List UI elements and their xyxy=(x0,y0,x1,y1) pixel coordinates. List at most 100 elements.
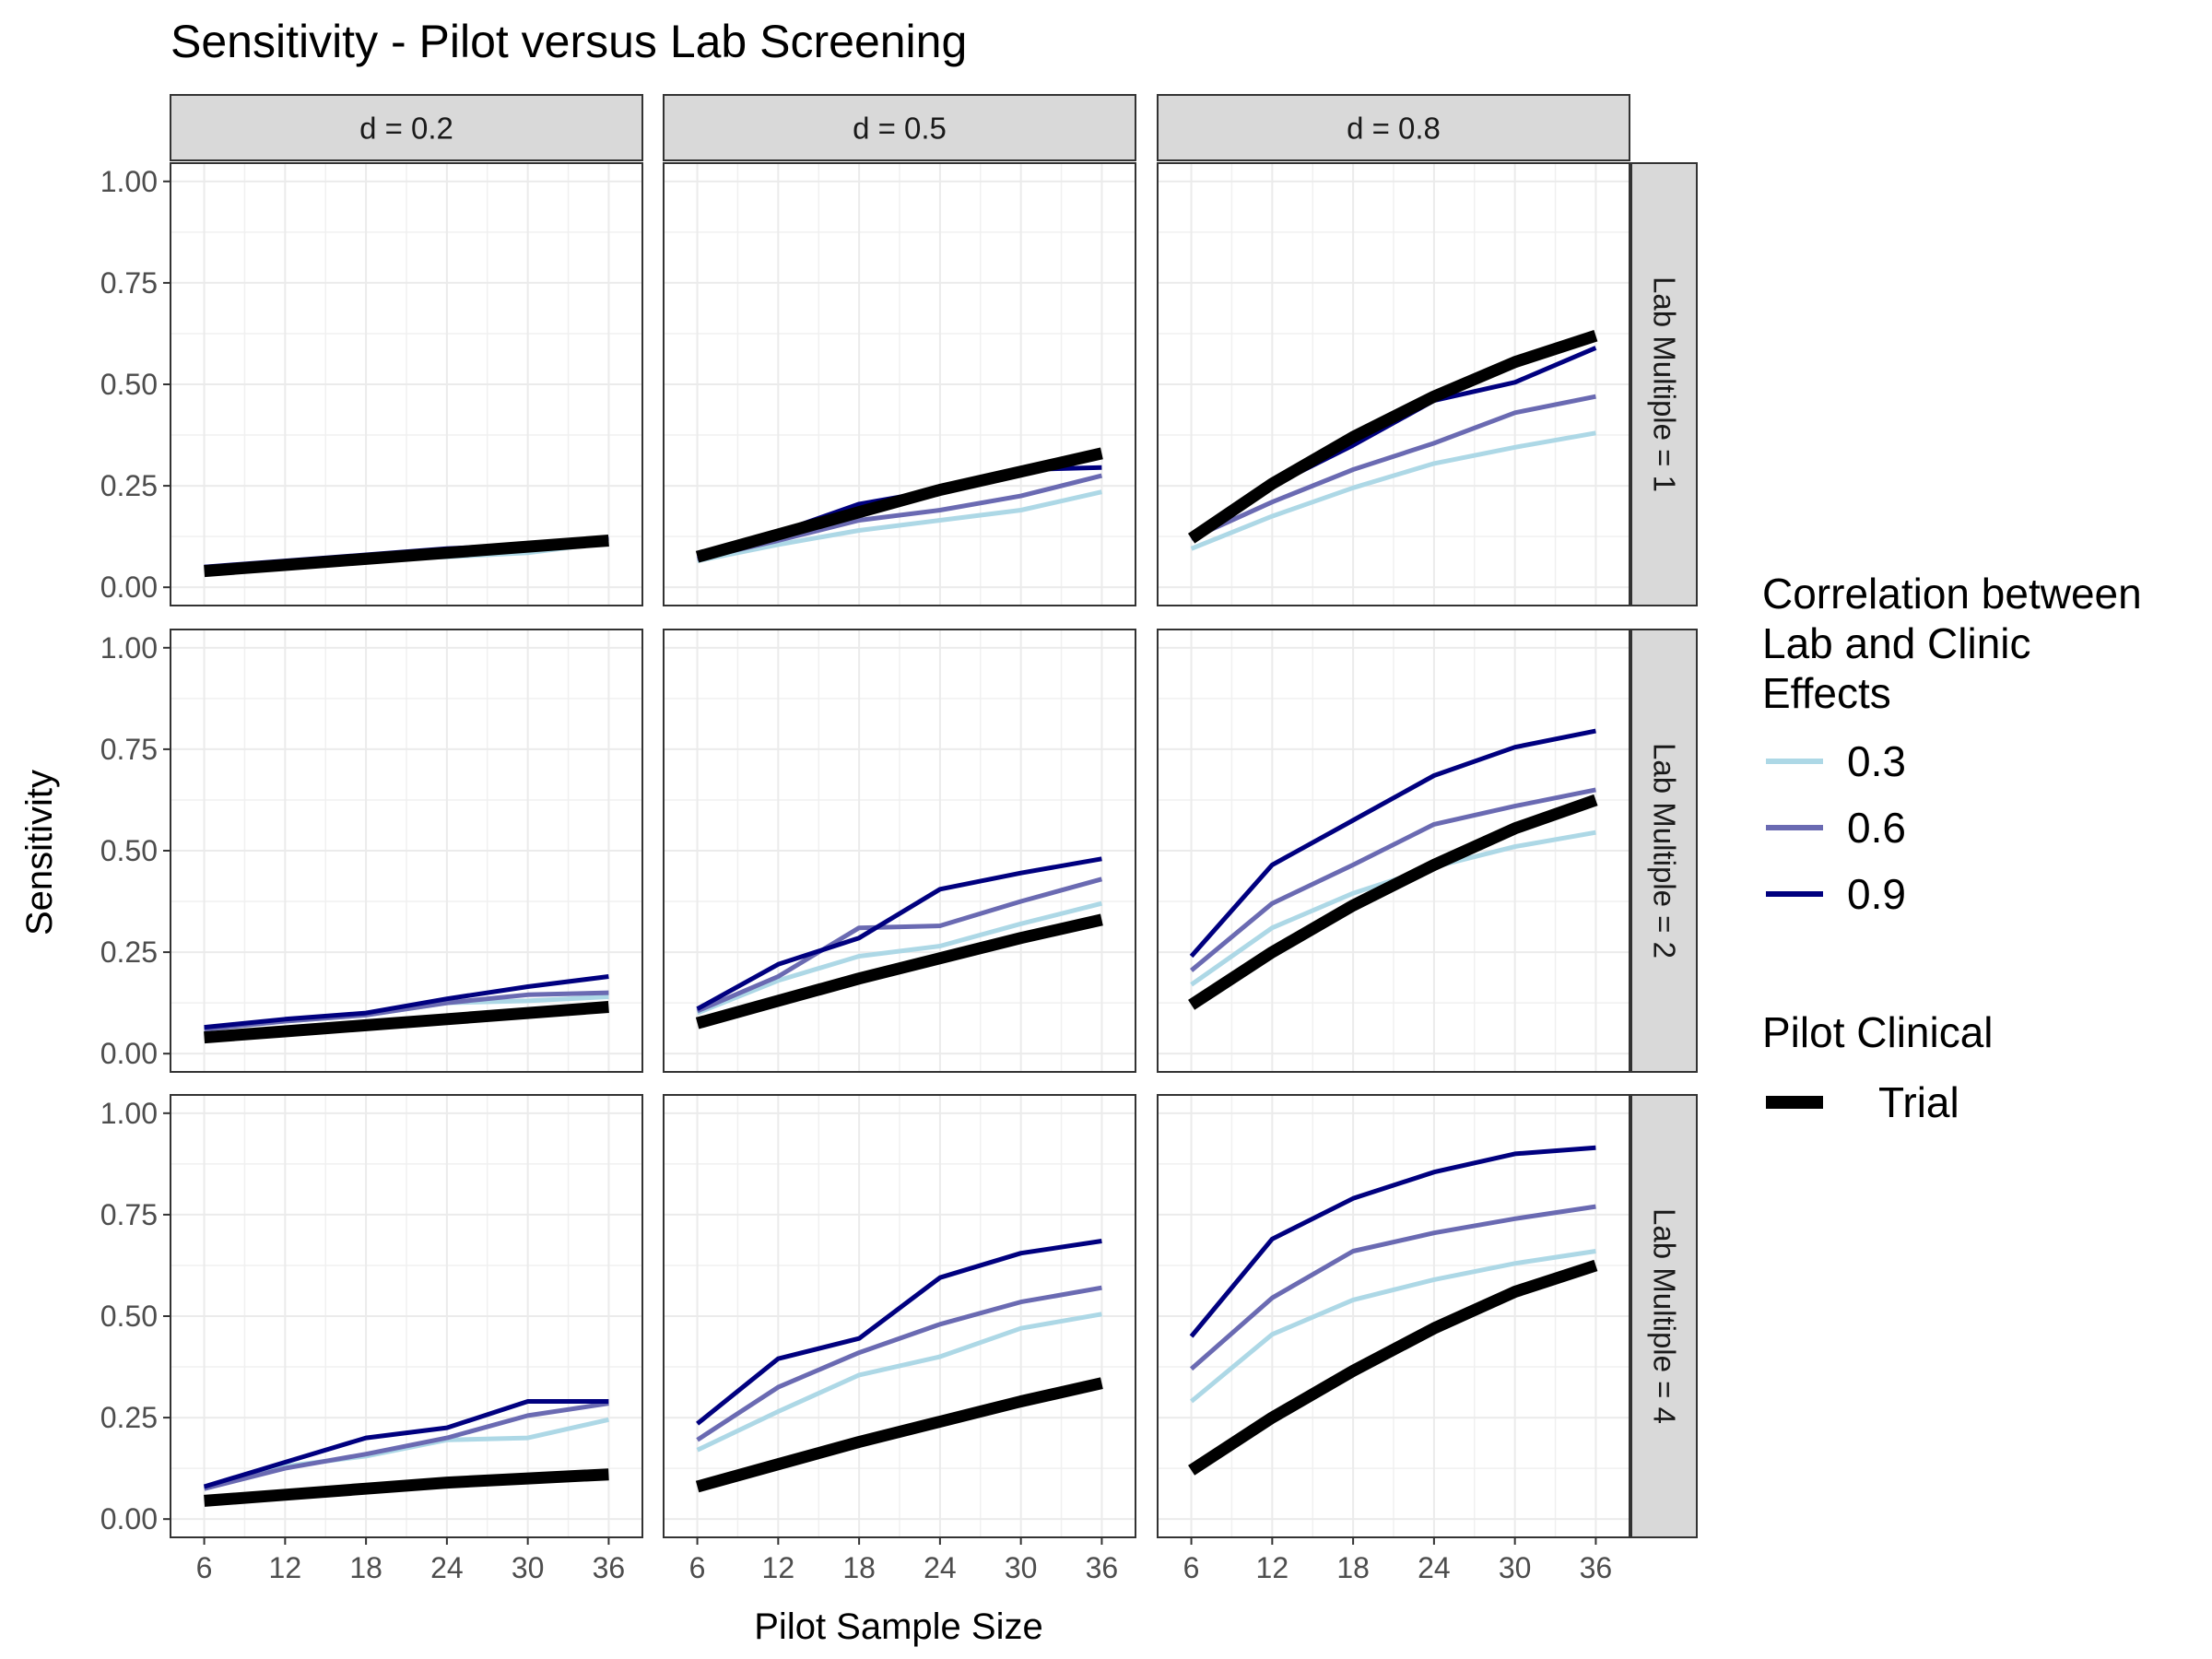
legend-label: Trial xyxy=(1878,1078,1959,1126)
series-line-corr-0-6 xyxy=(696,1285,1102,1442)
facet-strip-row-1: Lab Multiple = 1 xyxy=(1630,162,1698,606)
y-tick-label: 0.50 xyxy=(100,834,158,867)
panel-r2-c1: 0.00 0.25 0.50 0.75 1.00 xyxy=(100,629,643,1073)
panel-border xyxy=(1157,162,1630,606)
series-line-corr-0-9 xyxy=(1189,728,1596,959)
series-line-corr-0-6 xyxy=(1189,1204,1596,1371)
legend-title-line: Lab and Clinic xyxy=(1762,619,2031,667)
facet-strip-label: Lab Multiple = 2 xyxy=(1648,743,1682,959)
series-line-trial xyxy=(204,1001,609,1044)
facet-strip-bg xyxy=(170,94,643,161)
x-tick-label: 18 xyxy=(842,1551,876,1584)
y-tick-label: 0.75 xyxy=(100,266,158,300)
facet-strip-col-2: d = 0.5 xyxy=(663,94,1136,161)
legend-label: 0.3 xyxy=(1847,737,1906,785)
series-line-trial xyxy=(695,913,1103,1030)
x-tick-label: 24 xyxy=(924,1551,957,1584)
y-tick-label: 0.00 xyxy=(100,1037,158,1070)
series-line-trial xyxy=(695,1377,1103,1493)
x-tick-label: 36 xyxy=(1086,1551,1119,1584)
x-tick-label: 36 xyxy=(1580,1551,1613,1584)
chart-title: Sensitivity - Pilot versus Lab Screening xyxy=(171,16,967,67)
y-tick-label: 0.50 xyxy=(100,368,158,401)
panel-r3-c3: 6 12 18 24 30 36 xyxy=(1157,1094,1630,1584)
facet-strip-col-3: d = 0.8 xyxy=(1157,94,1630,161)
x-tick-label: 18 xyxy=(349,1551,382,1584)
x-tick-label: 12 xyxy=(762,1551,795,1584)
facet-strip-bg xyxy=(1630,1094,1698,1538)
x-tick-label: 30 xyxy=(512,1551,545,1584)
y-tick-label: 0.25 xyxy=(100,469,158,502)
facet-strip-bg xyxy=(1630,629,1698,1073)
x-tick-label: 6 xyxy=(196,1551,213,1584)
x-tick-label: 6 xyxy=(1183,1551,1200,1584)
panel-r3-c2: 6 12 18 24 30 36 xyxy=(663,1094,1136,1584)
series-line-corr-0-9 xyxy=(203,1399,609,1489)
y-tick-label: 0.75 xyxy=(100,1198,158,1231)
facet-strip-label: d = 0.5 xyxy=(853,112,947,146)
series-line-corr-0-3 xyxy=(696,900,1103,1016)
series-line-corr-0-6 xyxy=(696,877,1103,1014)
panel-r2-c2 xyxy=(663,629,1136,1073)
facet-grid: d = 0.2 d = 0.5 d = 0.8 Lab Multiple = 1 Lab… xyxy=(100,94,1698,1584)
x-tick-label: 18 xyxy=(1336,1551,1370,1584)
panel-r3-c1: 0.00 0.25 0.50 0.75 1.00 6 12 18 24 30 36 xyxy=(100,1094,643,1584)
x-tick-label: 30 xyxy=(1005,1551,1038,1584)
facet-strip-col-1: d = 0.2 xyxy=(170,94,643,161)
facet-strip-bg xyxy=(1157,94,1630,161)
y-tick-label: 0.50 xyxy=(100,1300,158,1333)
facet-strip-row-3: Lab Multiple = 4 xyxy=(1630,1094,1698,1538)
series-line-trial xyxy=(1187,330,1598,544)
series-line-corr-0-3 xyxy=(697,489,1102,564)
legend-title-pilot: Pilot Clinical xyxy=(1762,1008,1994,1056)
series-line-corr-0-9 xyxy=(696,1239,1102,1426)
facet-strip-bg xyxy=(1630,162,1698,606)
series-line-corr-0-3 xyxy=(1190,430,1596,551)
panel-r1-c1: 0.00 0.25 0.50 0.75 1.00 xyxy=(100,162,643,606)
legend-title-line: Correlation between xyxy=(1762,570,2142,618)
series-line-corr-0-3 xyxy=(696,1312,1102,1453)
legend-label: 0.6 xyxy=(1847,804,1906,852)
panel-border xyxy=(663,1094,1136,1538)
series-line-corr-0-6 xyxy=(203,1401,609,1491)
series-line-corr-0-6 xyxy=(1190,787,1596,972)
x-axis-title: Pilot Sample Size xyxy=(754,1606,1042,1647)
panel-border xyxy=(663,162,1136,606)
facet-strip-label: Lab Multiple = 1 xyxy=(1648,276,1682,492)
panel-border xyxy=(663,629,1136,1073)
series-line-corr-0-6 xyxy=(1190,394,1596,541)
y-tick-label: 0.25 xyxy=(100,935,158,969)
legend-item-trial: Trial xyxy=(1766,1078,1959,1126)
series-line-corr-0-9 xyxy=(1189,1145,1596,1338)
x-tick-label: 30 xyxy=(1499,1551,1532,1584)
series-line-trial xyxy=(204,535,609,578)
panel-border xyxy=(1157,1094,1630,1538)
y-tick-label: 1.00 xyxy=(100,631,158,665)
panel-r1-c2 xyxy=(663,162,1136,606)
x-tick-label: 12 xyxy=(269,1551,302,1584)
x-tick-label: 36 xyxy=(593,1551,626,1584)
y-tick-label: 1.00 xyxy=(100,165,158,198)
legend-item-corr-0-6: 0.6 xyxy=(1766,804,1906,852)
series-line-corr-0-3 xyxy=(1190,1249,1596,1404)
x-tick-label: 12 xyxy=(1256,1551,1289,1584)
panel-border xyxy=(1157,629,1630,1073)
legend-item-corr-0-3: 0.3 xyxy=(1766,737,1906,785)
x-tick-label: 24 xyxy=(430,1551,464,1584)
facet-strip-label: d = 0.2 xyxy=(359,112,453,146)
series-line-corr-0-9 xyxy=(696,856,1102,1011)
x-tick-label: 6 xyxy=(689,1551,706,1584)
y-tick-label: 0.25 xyxy=(100,1401,158,1434)
legend-label: 0.9 xyxy=(1847,870,1906,918)
y-tick-label: 1.00 xyxy=(100,1097,158,1130)
y-tick-label: 0.00 xyxy=(100,571,158,604)
series-line-trial xyxy=(1188,1259,1598,1476)
y-axis-title: Sensitivity xyxy=(19,770,60,935)
legend-title-line: Effects xyxy=(1762,669,1891,717)
series-line-trial xyxy=(204,1468,609,1507)
series-line-trial xyxy=(1188,794,1598,1010)
panel-r1-c3 xyxy=(1157,162,1630,606)
series-line-corr-0-9 xyxy=(204,974,609,1030)
